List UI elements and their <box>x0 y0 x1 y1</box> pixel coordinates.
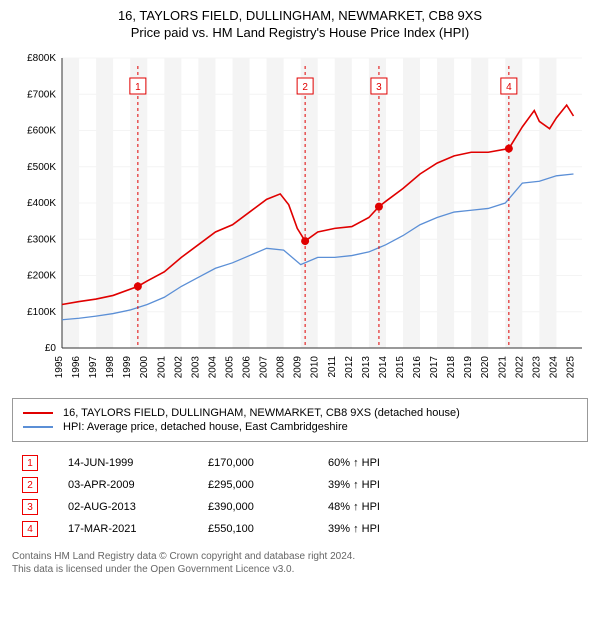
title-line-2: Price paid vs. HM Land Registry's House … <box>12 25 588 40</box>
svg-text:2005: 2005 <box>224 356 235 379</box>
legend: 16, TAYLORS FIELD, DULLINGHAM, NEWMARKET… <box>12 398 588 442</box>
svg-text:2000: 2000 <box>139 356 150 379</box>
svg-text:1999: 1999 <box>122 356 133 379</box>
svg-text:2017: 2017 <box>429 356 440 379</box>
legend-swatch <box>23 426 53 428</box>
sale-price: £550,100 <box>208 523 328 535</box>
svg-text:1: 1 <box>135 82 141 93</box>
svg-text:1998: 1998 <box>105 356 116 379</box>
svg-text:4: 4 <box>506 82 512 93</box>
sale-row: 4 17-MAR-2021£550,10039% ↑ HPI <box>12 518 588 540</box>
svg-text:2024: 2024 <box>548 356 559 379</box>
svg-text:£500K: £500K <box>27 162 56 173</box>
legend-label: HPI: Average price, detached house, East… <box>63 421 348 433</box>
chart: £0 £100K £200K £300K £400K £500K £600K £700K £80… <box>12 48 588 388</box>
svg-text:2013: 2013 <box>361 356 372 379</box>
legend-label: 16, TAYLORS FIELD, DULLINGHAM, NEWMARKET… <box>63 407 460 419</box>
sale-row: 3 02-AUG-2013£390,00048% ↑ HPI <box>12 496 588 518</box>
sale-price: £170,000 <box>208 457 328 469</box>
svg-text:2009: 2009 <box>293 356 304 379</box>
svg-text:£600K: £600K <box>27 126 56 137</box>
sale-delta: 39% ↑ HPI <box>328 523 468 535</box>
svg-text:2010: 2010 <box>310 356 321 379</box>
svg-text:2018: 2018 <box>446 356 457 379</box>
svg-text:2007: 2007 <box>259 356 270 379</box>
sale-price: £295,000 <box>208 479 328 491</box>
svg-text:2008: 2008 <box>276 356 287 379</box>
svg-text:2019: 2019 <box>463 356 474 379</box>
legend-swatch <box>23 412 53 414</box>
svg-text:2015: 2015 <box>395 356 406 379</box>
sale-marker: 4 <box>22 521 38 537</box>
svg-text:£100K: £100K <box>27 307 56 318</box>
svg-text:£400K: £400K <box>27 198 56 209</box>
footer-line-2: This data is licensed under the Open Gov… <box>12 563 588 576</box>
sale-delta: 48% ↑ HPI <box>328 501 468 513</box>
svg-text:2003: 2003 <box>190 356 201 379</box>
svg-text:£800K: £800K <box>27 53 56 64</box>
sale-marker: 1 <box>22 455 38 471</box>
chart-svg: £0 £100K £200K £300K £400K £500K £600K £700K £80… <box>12 48 588 388</box>
svg-text:2016: 2016 <box>412 356 423 379</box>
sale-delta: 60% ↑ HPI <box>328 457 468 469</box>
svg-text:£0: £0 <box>45 343 57 354</box>
svg-text:2012: 2012 <box>344 356 355 379</box>
svg-text:1995: 1995 <box>54 356 65 379</box>
svg-text:2021: 2021 <box>497 356 508 379</box>
sale-marker: 2 <box>22 477 38 493</box>
svg-text:2014: 2014 <box>378 356 389 379</box>
svg-text:£300K: £300K <box>27 234 56 245</box>
svg-text:2004: 2004 <box>207 356 218 379</box>
svg-text:£200K: £200K <box>27 271 56 282</box>
sales-table: 1 14-JUN-1999£170,00060% ↑ HPI 2 03-APR-200… <box>12 452 588 540</box>
svg-text:3: 3 <box>376 82 382 93</box>
svg-text:£700K: £700K <box>27 89 56 100</box>
svg-text:2: 2 <box>302 82 308 93</box>
sale-date: 17-MAR-2021 <box>68 523 208 535</box>
svg-text:2020: 2020 <box>480 356 491 379</box>
sale-date: 03-APR-2009 <box>68 479 208 491</box>
legend-row: 16, TAYLORS FIELD, DULLINGHAM, NEWMARKET… <box>23 407 577 419</box>
legend-row: HPI: Average price, detached house, East… <box>23 421 577 433</box>
svg-text:2023: 2023 <box>531 356 542 379</box>
svg-text:1997: 1997 <box>88 356 99 379</box>
svg-text:2002: 2002 <box>173 356 184 379</box>
svg-text:2006: 2006 <box>242 356 253 379</box>
svg-text:2025: 2025 <box>565 356 576 379</box>
sale-price: £390,000 <box>208 501 328 513</box>
sale-row: 1 14-JUN-1999£170,00060% ↑ HPI <box>12 452 588 474</box>
svg-text:1996: 1996 <box>71 356 82 379</box>
footer-line-1: Contains HM Land Registry data © Crown c… <box>12 550 588 563</box>
sale-date: 14-JUN-1999 <box>68 457 208 469</box>
chart-container: 16, TAYLORS FIELD, DULLINGHAM, NEWMARKET… <box>0 0 600 584</box>
title-block: 16, TAYLORS FIELD, DULLINGHAM, NEWMARKET… <box>12 8 588 40</box>
svg-text:2001: 2001 <box>156 356 167 379</box>
sale-date: 02-AUG-2013 <box>68 501 208 513</box>
svg-text:2011: 2011 <box>327 356 338 378</box>
footer: Contains HM Land Registry data © Crown c… <box>12 550 588 576</box>
sale-delta: 39% ↑ HPI <box>328 479 468 491</box>
sale-row: 2 03-APR-2009£295,00039% ↑ HPI <box>12 474 588 496</box>
svg-text:2022: 2022 <box>514 356 525 379</box>
title-line-1: 16, TAYLORS FIELD, DULLINGHAM, NEWMARKET… <box>12 8 588 23</box>
sale-marker: 3 <box>22 499 38 515</box>
